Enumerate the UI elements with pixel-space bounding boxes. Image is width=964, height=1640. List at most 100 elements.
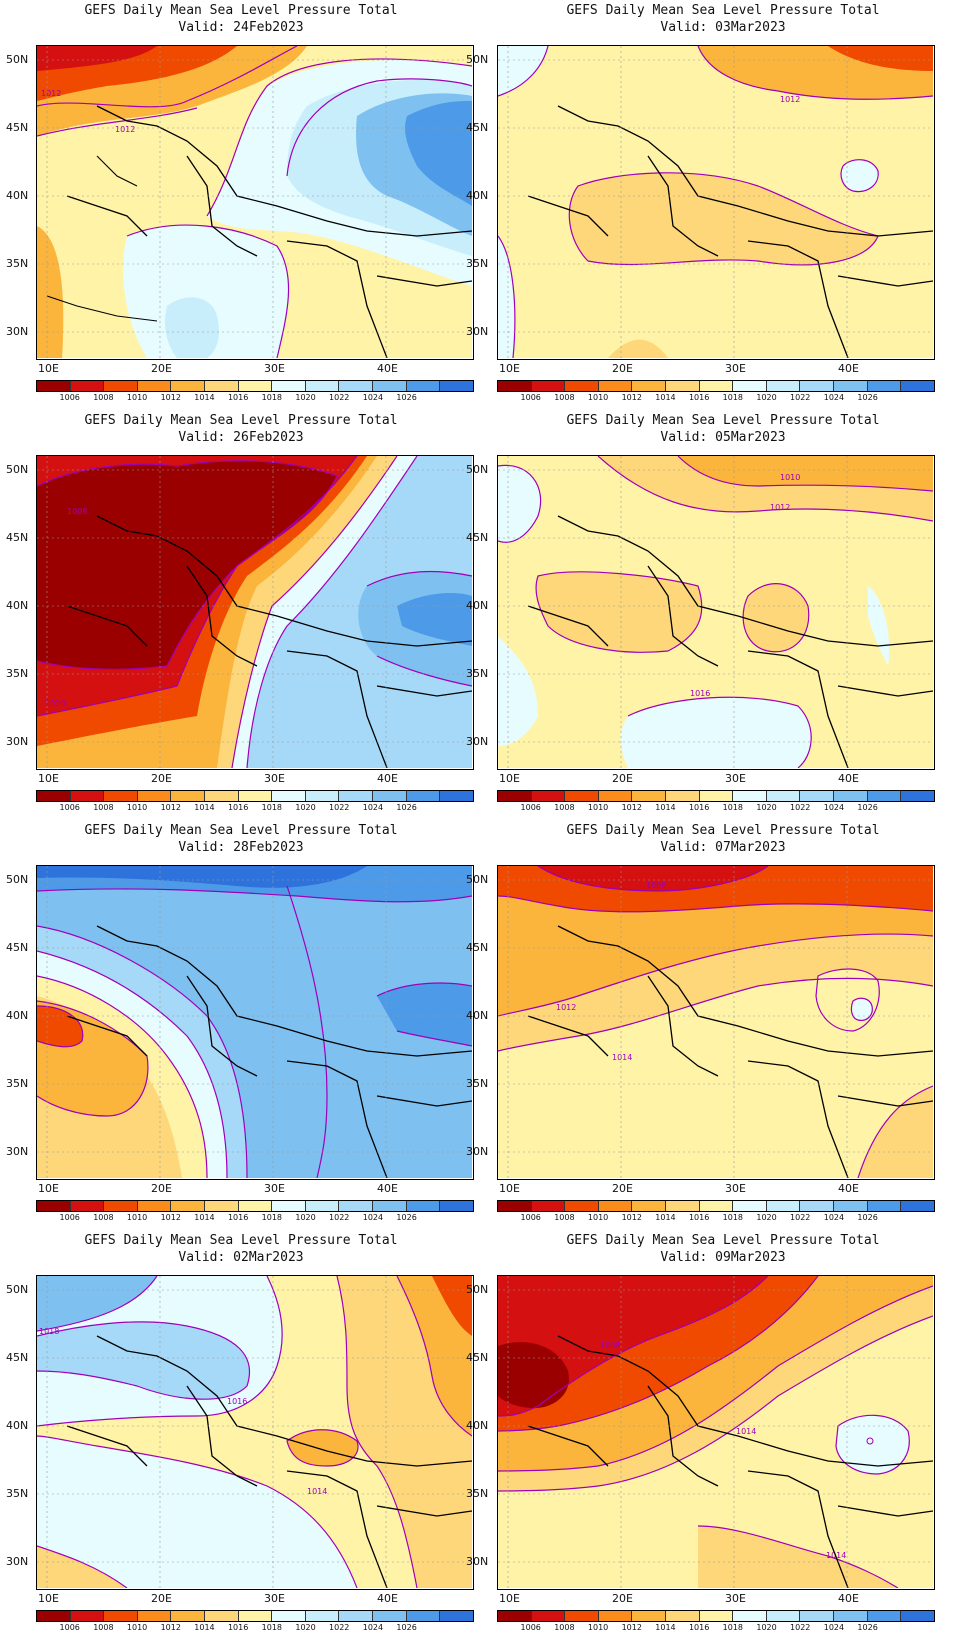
pressure-map: 1008 1014 1014 [497,1275,935,1590]
colorbar-swatch [339,791,374,801]
colorbar-swatch [699,791,734,801]
map-panel-07mar: GEFS Daily Mean Sea Level Pressure Total… [466,820,964,1230]
map-panel-24feb: GEFS Daily Mean Sea Level Pressure Total… [0,0,482,410]
colorbar-swatch [440,381,473,391]
colorbar-label: 1006 [59,393,80,402]
colorbar-swatch [272,381,306,391]
colorbar-swatch [373,1611,407,1621]
colorbar-swatch [406,1611,441,1621]
colorbar-swatch [205,381,239,391]
colorbar-swatch [137,1611,172,1621]
colorbar-label: 1010 [126,393,148,402]
colorbar-swatch [272,1611,306,1621]
colorbar-label: 1022 [329,1623,350,1632]
colorbar-swatch [171,381,206,391]
colorbar-swatch [565,1611,599,1621]
colorbar-label: 1018 [722,1213,744,1222]
contour-label: 1016 [227,1397,247,1406]
colorbar-swatch [339,381,374,391]
lat-label: 35N [6,257,29,270]
colorbar-label: 1018 [722,393,744,402]
map-panel-05mar: GEFS Daily Mean Sea Level Pressure Total… [466,410,964,820]
lon-label: 20E [612,362,633,375]
colorbar-swatch [37,1201,71,1211]
lon-label: 10E [38,1592,59,1605]
lat-label: 50N [466,463,489,476]
colorbar-swatch [205,1611,239,1621]
panel-title: GEFS Daily Mean Sea Level Pressure Total [566,3,880,18]
panel-title: GEFS Daily Mean Sea Level Pressure Total [84,1233,398,1248]
contour-label: 1014 [307,1487,327,1496]
pressure-map: 1012 1012 [36,45,474,360]
colorbar-swatch [339,1201,374,1211]
lat-label: 35N [466,1487,489,1500]
colorbar-label: 1006 [59,803,80,812]
contour-label: 1008 [600,1341,620,1350]
colorbar-label: 1012 [160,803,181,812]
lat-label: 35N [466,1077,489,1090]
lon-label: 40E [377,1182,398,1195]
colorbar-swatch [104,791,138,801]
lat-label: 35N [6,1077,29,1090]
colorbar-label: 1006 [59,1623,80,1632]
colorbar [36,380,474,392]
panel-valid-date: Valid: 03Mar2023 [660,20,786,35]
colorbar-label: 1014 [655,803,676,812]
colorbar-swatch [598,381,633,391]
colorbar-swatch [137,1201,172,1211]
colorbar [497,1610,935,1622]
colorbar-label: 1024 [823,803,845,812]
colorbar-swatch [305,1201,340,1211]
colorbar-swatch [440,791,473,801]
colorbar-swatch [666,791,700,801]
lon-label: 20E [151,772,172,785]
lat-label: 30N [6,735,29,748]
colorbar-swatch [37,791,71,801]
colorbar-swatch [37,381,71,391]
lon-label: 30E [725,1592,746,1605]
lat-label: 40N [466,189,489,202]
contour-label: 1010 [780,473,800,482]
colorbar-label: 1026 [396,1623,417,1632]
pressure-map: 1008 1010 [36,455,474,770]
lat-label: 50N [6,53,29,66]
colorbar-swatch [766,1611,801,1621]
colorbar-swatch [834,381,868,391]
lat-label: 35N [6,667,29,680]
colorbar-swatch [373,791,407,801]
colorbar-swatch [699,1201,734,1211]
colorbar-label: 1012 [621,393,642,402]
colorbar-swatch [373,1201,407,1211]
lon-label: 20E [151,1592,172,1605]
lon-label: 10E [38,362,59,375]
lon-label: 20E [612,772,633,785]
colorbar-label: 1022 [790,393,811,402]
colorbar-labels: 1006 1008 1010 1012 1014 1016 1018 1020 1022 1024… [36,1213,474,1225]
colorbar-swatch [272,791,306,801]
colorbar-label: 1010 [587,393,609,402]
lon-label: 10E [499,772,520,785]
colorbar-label: 1012 [160,1213,181,1222]
colorbar-label: 1014 [655,1213,676,1222]
lat-label: 50N [6,873,29,886]
contour-label: 1012 [770,503,790,512]
lat-label: 40N [466,1419,489,1432]
pressure-map [36,865,474,1180]
colorbar-label: 1020 [295,393,316,402]
colorbar-swatch [766,791,801,801]
lon-label: 40E [377,1592,398,1605]
colorbar-labels: 1006 1008 1010 1012 1014 1016 1018 1020 1022 1024… [36,393,474,405]
colorbar-label: 1020 [295,1213,316,1222]
panel-valid-date: Valid: 05Mar2023 [660,430,786,445]
contour-label: 1008 [67,507,87,516]
colorbar-swatch [766,1201,801,1211]
colorbar-label: 1018 [722,803,744,812]
colorbar [497,790,935,802]
colorbar-swatch [901,791,934,801]
lat-label: 50N [6,463,29,476]
colorbar-label: 1022 [329,1213,350,1222]
colorbar-swatch [598,1201,633,1211]
panel-title: GEFS Daily Mean Sea Level Pressure Total [566,1233,880,1248]
colorbar-label: 1026 [396,803,417,812]
colorbar-swatch [867,1201,902,1211]
